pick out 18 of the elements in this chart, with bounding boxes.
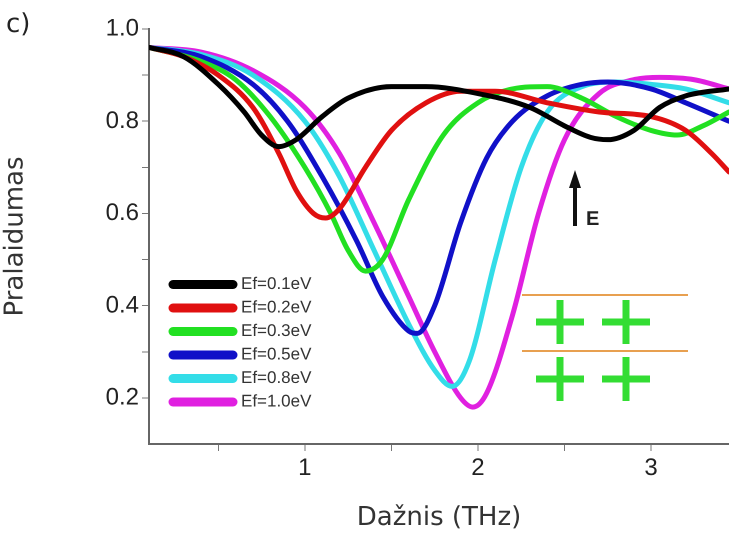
x-tick-label: 3 xyxy=(644,454,658,482)
chart-title: c) xyxy=(6,8,30,39)
x-tick-label: 1 xyxy=(298,454,312,482)
legend-label: Ef=0.5eV xyxy=(241,344,312,364)
y-tick-label: 0.2 xyxy=(106,384,139,411)
x-tick-label: 2 xyxy=(471,454,485,482)
y-tick-label: 0.6 xyxy=(106,199,139,226)
legend-label: Ef=0.3eV xyxy=(241,321,312,340)
y-tick-label: 0.8 xyxy=(106,106,139,134)
legend-label: Ef=1.0eV xyxy=(241,392,312,411)
y-tick-label: 0.4 xyxy=(106,291,139,318)
annotation: E xyxy=(586,208,600,231)
legend-label: Ef=0.2eV xyxy=(241,298,312,317)
legend-label: Ef=0.8eV xyxy=(241,368,312,388)
y-axis-title: Pralaidumas xyxy=(0,156,30,317)
y-tick-label: 1.0 xyxy=(106,14,139,42)
x-axis-title: Dažnis (THz) xyxy=(356,502,522,532)
legend-label: Ef=0.1eV xyxy=(241,274,312,294)
